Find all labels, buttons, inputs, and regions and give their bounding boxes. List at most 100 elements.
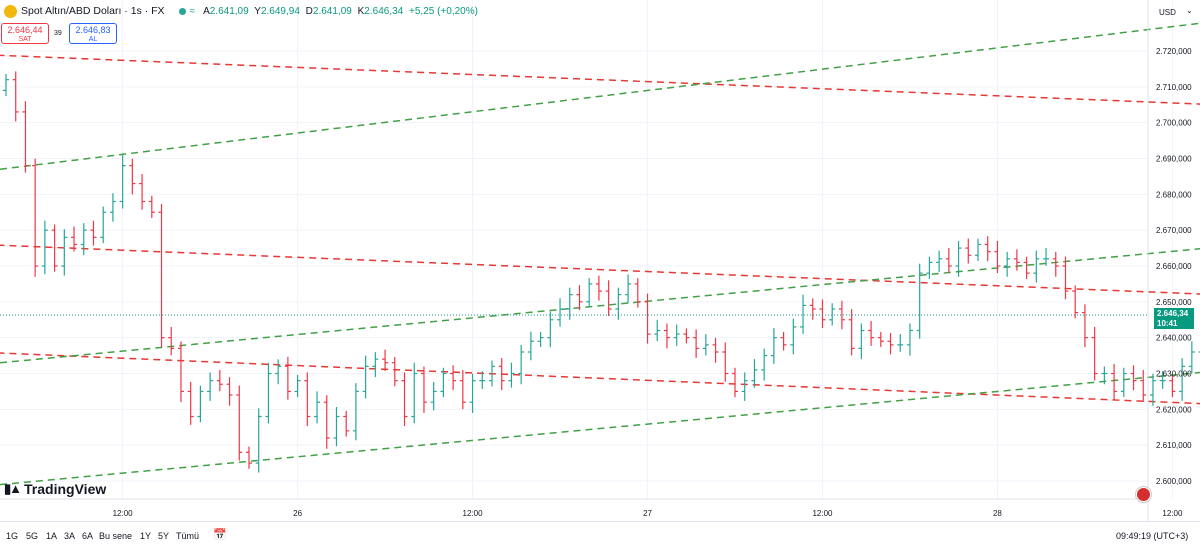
ohlc-bar [761,348,768,381]
ohlc-bar [1188,341,1195,374]
open-key: A [203,5,210,17]
ohlc-bar [109,193,116,222]
y-tick-label: 2.700,000 [1156,119,1192,128]
y-tick-label: 2.720,000 [1156,47,1192,56]
green-trendline [0,247,1200,364]
ohlc-bar [557,298,564,327]
ohlc-bar [644,293,651,344]
ohlc-bar [100,206,107,244]
ohlc-bar [391,357,398,387]
ohlc-bar [916,263,923,339]
buy-button[interactable]: 2.646,83 AL [69,23,117,44]
ohlc-bar [333,407,340,447]
green-trendline [0,22,1200,170]
ohlc-bar [537,331,544,347]
clock-timezone[interactable]: 09:49:19 (UTC+3) [1116,531,1189,541]
ohlc-bar [702,334,709,356]
x-tick-label: 27 [643,509,652,518]
range-ytd[interactable]: Bu sene [99,531,133,541]
range-5y[interactable]: 5Y [158,531,170,541]
ohlc-bar [576,285,583,311]
range-1g[interactable]: 1G [6,531,19,541]
ohlc-bar [615,287,622,320]
ohlc-bar [955,241,962,277]
ohlc-bar [1052,251,1059,277]
ohlc-bar [246,446,252,469]
ohlc-bar [518,345,525,385]
green-trendline [0,371,1200,486]
high-value: 2.649,94 [260,5,300,17]
ohlc-bar [255,408,262,473]
low-value: 2.641,09 [312,5,352,17]
ohlc-bar [275,359,282,385]
symbol-title[interactable]: Spot Altın/ABD Doları · 1s · FX [21,5,165,17]
chevron-down-icon[interactable]: ⌄ [1186,6,1193,15]
ohlc-bar [139,174,146,210]
x-tick-label: 28 [993,509,1002,518]
x-tick-label: 12:00 [812,509,833,518]
ohlc-bar [1072,285,1079,319]
us-flag-icon[interactable] [1136,487,1151,502]
ohlc-bar [712,337,719,363]
gold-coin-icon [4,4,17,18]
tradingview-logo[interactable]: ▮▲ TradingView [4,481,106,497]
ohlc-bar [61,229,68,276]
time-axis: 12:002612:002712:002812:002912:00Ara12:0… [113,509,1183,518]
ohlc-bar [654,319,661,342]
ohlc-bar [770,328,777,364]
ohlc-bar [207,372,214,401]
ohlc-bar [790,318,797,355]
range-1y[interactable]: 1Y [140,531,152,541]
ohlc-bar [527,331,534,361]
sell-button[interactable]: 2.646,44 SAT [1,23,49,44]
buy-price: 2.646,83 [75,25,111,35]
ohlc-bar [401,372,408,426]
ohlc-bar [352,383,359,441]
ohlc-bar [1149,373,1156,406]
range-all[interactable]: Tümü [176,531,200,541]
ohlc-bar [148,195,155,218]
ohlc-bar [1179,358,1186,401]
ohlc-bar [216,369,223,392]
ohlc-bar [741,372,748,401]
ohlc-bar [1159,371,1166,389]
ohlc-bar [498,358,505,391]
ohlc-bar [450,365,457,391]
ohlc-bar [420,366,427,413]
ohlc-bar [304,372,311,426]
ohlc-bar [41,220,48,275]
y-tick-label: 2.690,000 [1156,155,1192,164]
ohlc-bar [158,204,165,348]
ohlc-bar [51,224,58,272]
ohlc-bar [780,331,787,351]
ohlc-bar [663,323,670,349]
ohlc-bar [479,371,486,389]
ohlc-bar [829,303,836,326]
tv-logo-icon: ▮▲ [4,481,22,496]
ohlc-bar [362,355,369,399]
spread-value: 39 [54,30,62,37]
x-tick-label: 26 [293,509,302,518]
y-tick-label: 2.710,000 [1156,83,1192,92]
ohlc-bar [595,275,602,301]
ohlc-bar [819,299,826,328]
ohlc-bar [800,294,807,334]
range-3a[interactable]: 3A [64,531,76,541]
ohlc-bar [897,334,904,352]
bar-countdown: 10:41 [1157,318,1178,328]
range-6a[interactable]: 6A [82,531,94,541]
ohlc-bar [683,328,690,344]
ohlc-bar [975,238,981,261]
ohlc-bar [809,298,816,320]
close-key: K [357,5,365,17]
red-trendline [0,244,1200,295]
calendar-goto-icon[interactable]: 📅 [213,529,227,541]
ohlc-bar [197,385,204,423]
ohlc-bar [838,300,845,330]
y-tick-label: 2.680,000 [1156,190,1192,199]
range-5g[interactable]: 5G [26,531,39,541]
currency-selector[interactable]: USD [1159,8,1176,17]
ohlc-bar [906,323,913,356]
range-1a[interactable]: 1A [46,531,58,541]
